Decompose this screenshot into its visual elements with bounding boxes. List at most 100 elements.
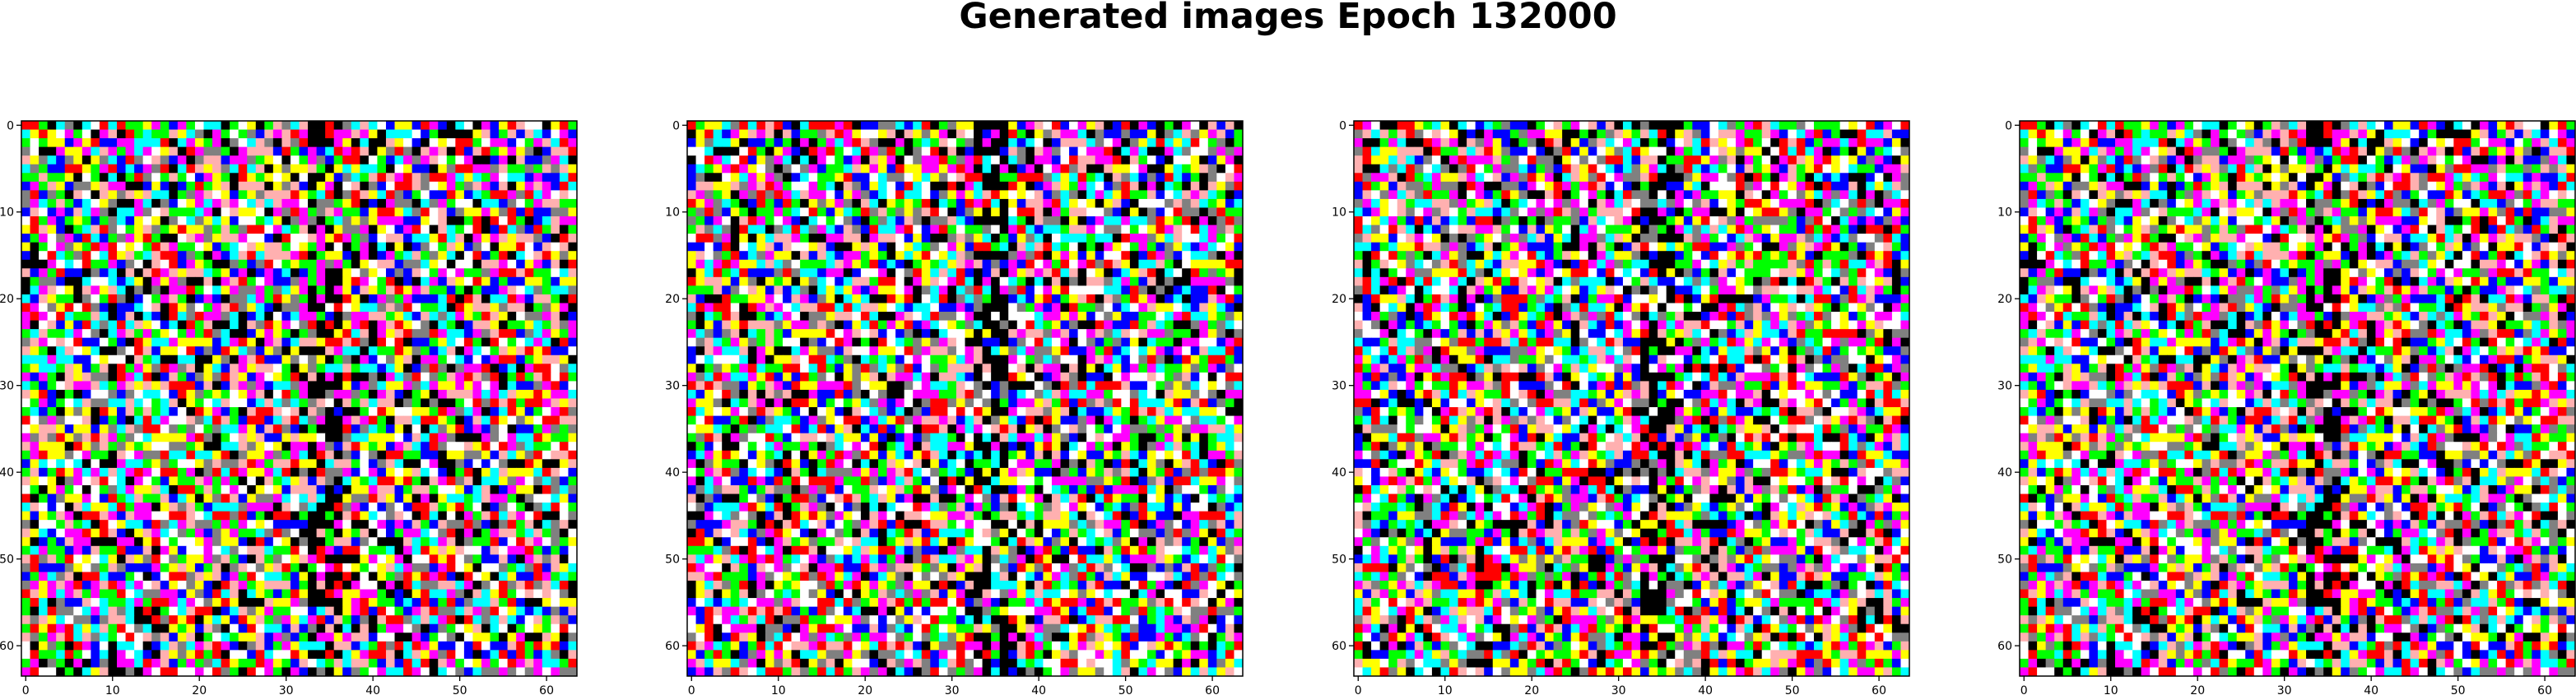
pixel xyxy=(239,433,248,442)
pixel xyxy=(421,121,430,130)
pixel xyxy=(551,407,560,416)
pixel xyxy=(472,312,481,321)
pixel xyxy=(48,138,57,147)
pixel xyxy=(221,285,230,294)
pixel xyxy=(178,121,187,130)
pixel xyxy=(438,199,447,208)
pixel xyxy=(186,364,195,373)
pixel xyxy=(21,364,30,373)
pixel xyxy=(342,234,351,243)
pixel xyxy=(472,268,481,277)
pixel xyxy=(516,243,525,252)
pixel xyxy=(325,234,334,243)
pixel xyxy=(377,243,386,252)
pixel xyxy=(203,381,212,390)
pixel xyxy=(430,147,439,156)
pixel xyxy=(178,207,187,216)
pixel xyxy=(472,121,481,130)
pixel xyxy=(169,285,178,294)
pixel xyxy=(464,234,473,243)
pixel xyxy=(178,355,187,364)
pixel xyxy=(169,390,178,399)
pixel xyxy=(412,147,421,156)
pixel xyxy=(230,424,239,433)
pixel xyxy=(203,225,212,234)
pixel xyxy=(230,433,239,442)
pixel xyxy=(230,407,239,416)
pixel xyxy=(247,329,256,338)
pixel xyxy=(48,390,57,399)
pixel xyxy=(551,321,560,330)
pixel xyxy=(151,173,160,182)
pixel xyxy=(65,355,74,364)
pixel xyxy=(39,121,48,130)
pixel xyxy=(508,399,517,408)
pixel xyxy=(491,373,500,382)
pixel xyxy=(143,190,152,199)
pixel xyxy=(195,373,204,382)
pixel xyxy=(525,321,534,330)
pixel xyxy=(360,138,369,147)
pixel xyxy=(108,147,117,156)
pixel xyxy=(134,216,143,225)
pixel xyxy=(264,416,273,425)
pixel xyxy=(117,373,126,382)
pixel xyxy=(342,416,351,425)
pixel xyxy=(117,190,126,199)
pixel xyxy=(56,138,65,147)
pixel xyxy=(247,277,256,286)
pixel xyxy=(351,277,360,286)
pixel xyxy=(430,225,439,234)
pixel xyxy=(508,216,517,225)
pixel xyxy=(247,182,256,191)
pixel xyxy=(169,130,178,139)
pixel xyxy=(491,130,500,139)
pixel xyxy=(91,173,100,182)
pixel xyxy=(412,243,421,252)
pixel xyxy=(65,182,74,191)
pixel xyxy=(308,329,317,338)
pixel xyxy=(533,260,542,269)
pixel xyxy=(134,329,143,338)
pixel xyxy=(256,364,265,373)
pixel xyxy=(342,338,351,347)
pixel xyxy=(491,121,500,130)
pixel xyxy=(533,285,542,294)
pixel xyxy=(48,407,57,416)
pixel xyxy=(160,329,170,338)
pixel xyxy=(472,234,481,243)
pixel xyxy=(56,294,65,303)
pixel xyxy=(203,285,212,294)
pixel xyxy=(360,173,369,182)
pixel xyxy=(273,164,282,174)
pixel xyxy=(30,260,40,269)
pixel xyxy=(195,294,204,303)
pixel xyxy=(542,373,551,382)
pixel xyxy=(48,147,57,156)
pixel xyxy=(230,285,239,294)
pixel xyxy=(281,424,291,433)
pixel xyxy=(169,173,178,182)
pixel xyxy=(91,338,100,347)
pixel xyxy=(300,294,309,303)
pixel xyxy=(300,216,309,225)
pixel xyxy=(126,312,135,321)
pixel xyxy=(281,433,291,442)
pixel xyxy=(377,407,386,416)
pixel xyxy=(464,268,473,277)
pixel xyxy=(455,407,464,416)
pixel xyxy=(551,138,560,147)
pixel xyxy=(525,277,534,286)
pixel xyxy=(151,321,160,330)
pixel xyxy=(256,190,265,199)
pixel xyxy=(108,390,117,399)
pixel xyxy=(178,390,187,399)
pixel xyxy=(308,416,317,425)
pixel xyxy=(369,312,378,321)
pixel xyxy=(342,390,351,399)
pixel xyxy=(403,321,412,330)
pixel xyxy=(421,329,430,338)
pixel xyxy=(325,190,334,199)
pixel xyxy=(455,164,464,174)
pixel xyxy=(65,147,74,156)
